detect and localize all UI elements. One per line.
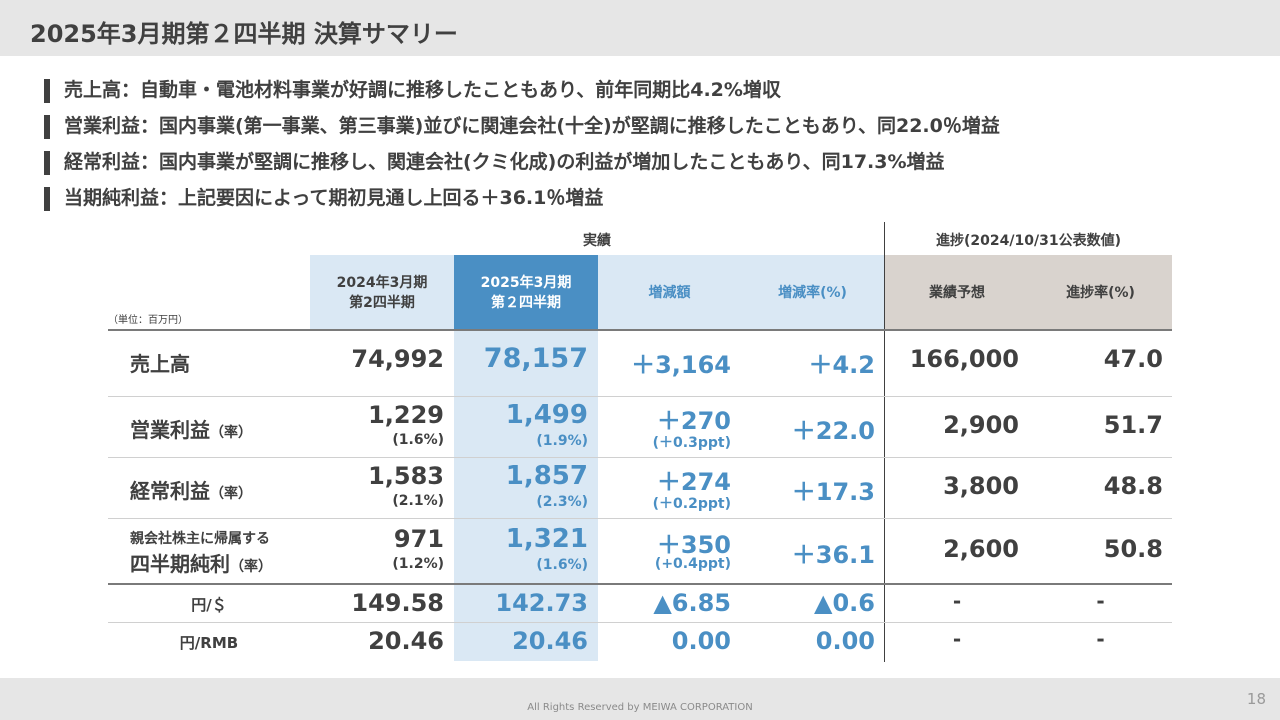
row-rule [108,518,1172,519]
page-number: 18 [1246,690,1266,708]
value-curr: 20.46 [512,627,588,655]
section-rule [108,583,1172,585]
bullet-sales: 売上高：自動車・電池材料事業が好調に推移したこともあり、前年同期比4.2%増収 [44,76,1000,112]
row-label: 円/＄ [191,596,227,614]
value-curr: 142.73 [495,589,588,617]
value-forecast: 2,600 [943,535,1019,563]
value-prev: 149.58 [351,589,444,617]
value-curr: 1,499 [505,400,588,430]
header-curr-period: 2025年3月期 第２四半期 [454,255,598,330]
value-rate: ▲0.6 [814,589,875,617]
header-forecast: 業績予想 [885,255,1029,330]
value-forecast: - [952,627,962,651]
value-curr: 78,157 [483,343,588,374]
value-diff: ▲6.85 [653,589,731,617]
bullet-marker [44,115,50,139]
value-diff: ＋3,164 [631,351,731,379]
bullet-net-profit: 当期純利益：上記要因によって期初見通し上回る＋36.1％増益 [44,184,1000,220]
value-diff-ratio: (＋0.2ppt) [652,496,731,512]
value-diff: ＋350 [656,531,731,559]
value-progress: 48.8 [1103,472,1163,500]
value-diff-ratio: (＋0.3ppt) [652,435,731,451]
value-forecast: 166,000 [909,345,1019,373]
value-diff: ＋274 [656,468,731,496]
value-progress: - [1096,627,1105,651]
value-progress: - [1096,589,1105,613]
value-rate: 0.00 [815,627,875,655]
value-rate: ＋36.1 [791,541,875,569]
group-header-actual: 実績 [583,233,611,249]
value-prev: 20.46 [368,627,444,655]
value-prev: 74,992 [351,345,444,373]
value-forecast: - [952,589,962,613]
bullet-operating-profit: 営業利益：国内事業(第一事業、第三事業)並びに関連会社(十全)が堅調に推移したこ… [44,112,1000,148]
value-curr-ratio: (1.6%) [536,557,588,573]
row-rule [108,457,1172,458]
value-forecast: 3,800 [943,472,1019,500]
value-prev-ratio: (1.6%) [392,432,444,448]
row-label-prefix: 親会社株主に帰属する [130,531,270,547]
value-forecast: 2,900 [943,411,1019,439]
value-progress: 51.7 [1103,411,1163,439]
unit-label: （単位：百万円） [108,315,188,326]
value-rate: ＋22.0 [791,417,875,445]
bullet-marker [44,79,50,103]
row-label: 売上高 [130,352,190,376]
header-diff: 増減額 [598,255,741,330]
value-progress: 47.0 [1103,345,1163,373]
group-header-progress: 進捗(2024/10/31公表数値) [936,233,1121,249]
value-rate: ＋4.2 [808,351,875,379]
value-curr: 1,857 [505,461,588,491]
header-bottom-rule [108,329,1172,331]
value-diff-ratio: (+0.4ppt) [654,556,731,572]
value-curr: 1,321 [505,524,588,554]
value-curr-ratio: (1.9%) [536,433,588,449]
value-progress: 50.8 [1103,535,1163,563]
bullet-marker [44,151,50,175]
value-diff: ＋270 [656,407,731,435]
row-label: 円/RMB [179,634,239,652]
header-progress-rate: 進捗率(%) [1029,255,1172,330]
footer-bar [0,678,1280,720]
value-rate: ＋17.3 [791,478,875,506]
summary-bullets: 売上高：自動車・電池材料事業が好調に推移したこともあり、前年同期比4.2%増収 … [44,76,1000,220]
bullet-ordinary-profit: 経常利益：国内事業が堅調に推移し、関連会社(クミ化成)の利益が増加したこともあり… [44,148,1000,184]
copyright: All Rights Reserved by MEIWA CORPORATION [527,702,753,713]
section-divider [884,222,885,662]
row-rule [108,622,1172,623]
value-prev: 1,229 [368,401,444,429]
header-rate: 増減率(%) [741,255,884,330]
value-prev: 971 [393,525,444,553]
value-diff: 0.00 [671,627,731,655]
title-bar: 2025年3月期第２四半期 決算サマリー [0,0,1280,56]
row-label: 営業利益（率） [130,418,252,442]
row-label: 経常利益（率） [130,479,252,503]
header-prev-period: 2024年3月期 第2四半期 [310,255,454,330]
bullet-marker [44,187,50,211]
value-curr-ratio: (2.3%) [536,494,588,510]
value-prev-ratio: (1.2%) [392,556,444,572]
page-title: 2025年3月期第２四半期 決算サマリー [30,20,458,48]
value-prev: 1,583 [368,462,444,490]
value-prev-ratio: (2.1%) [392,493,444,509]
row-rule [108,396,1172,397]
row-label: 四半期純利（率） [130,552,272,576]
current-period-column-bg [454,330,598,661]
